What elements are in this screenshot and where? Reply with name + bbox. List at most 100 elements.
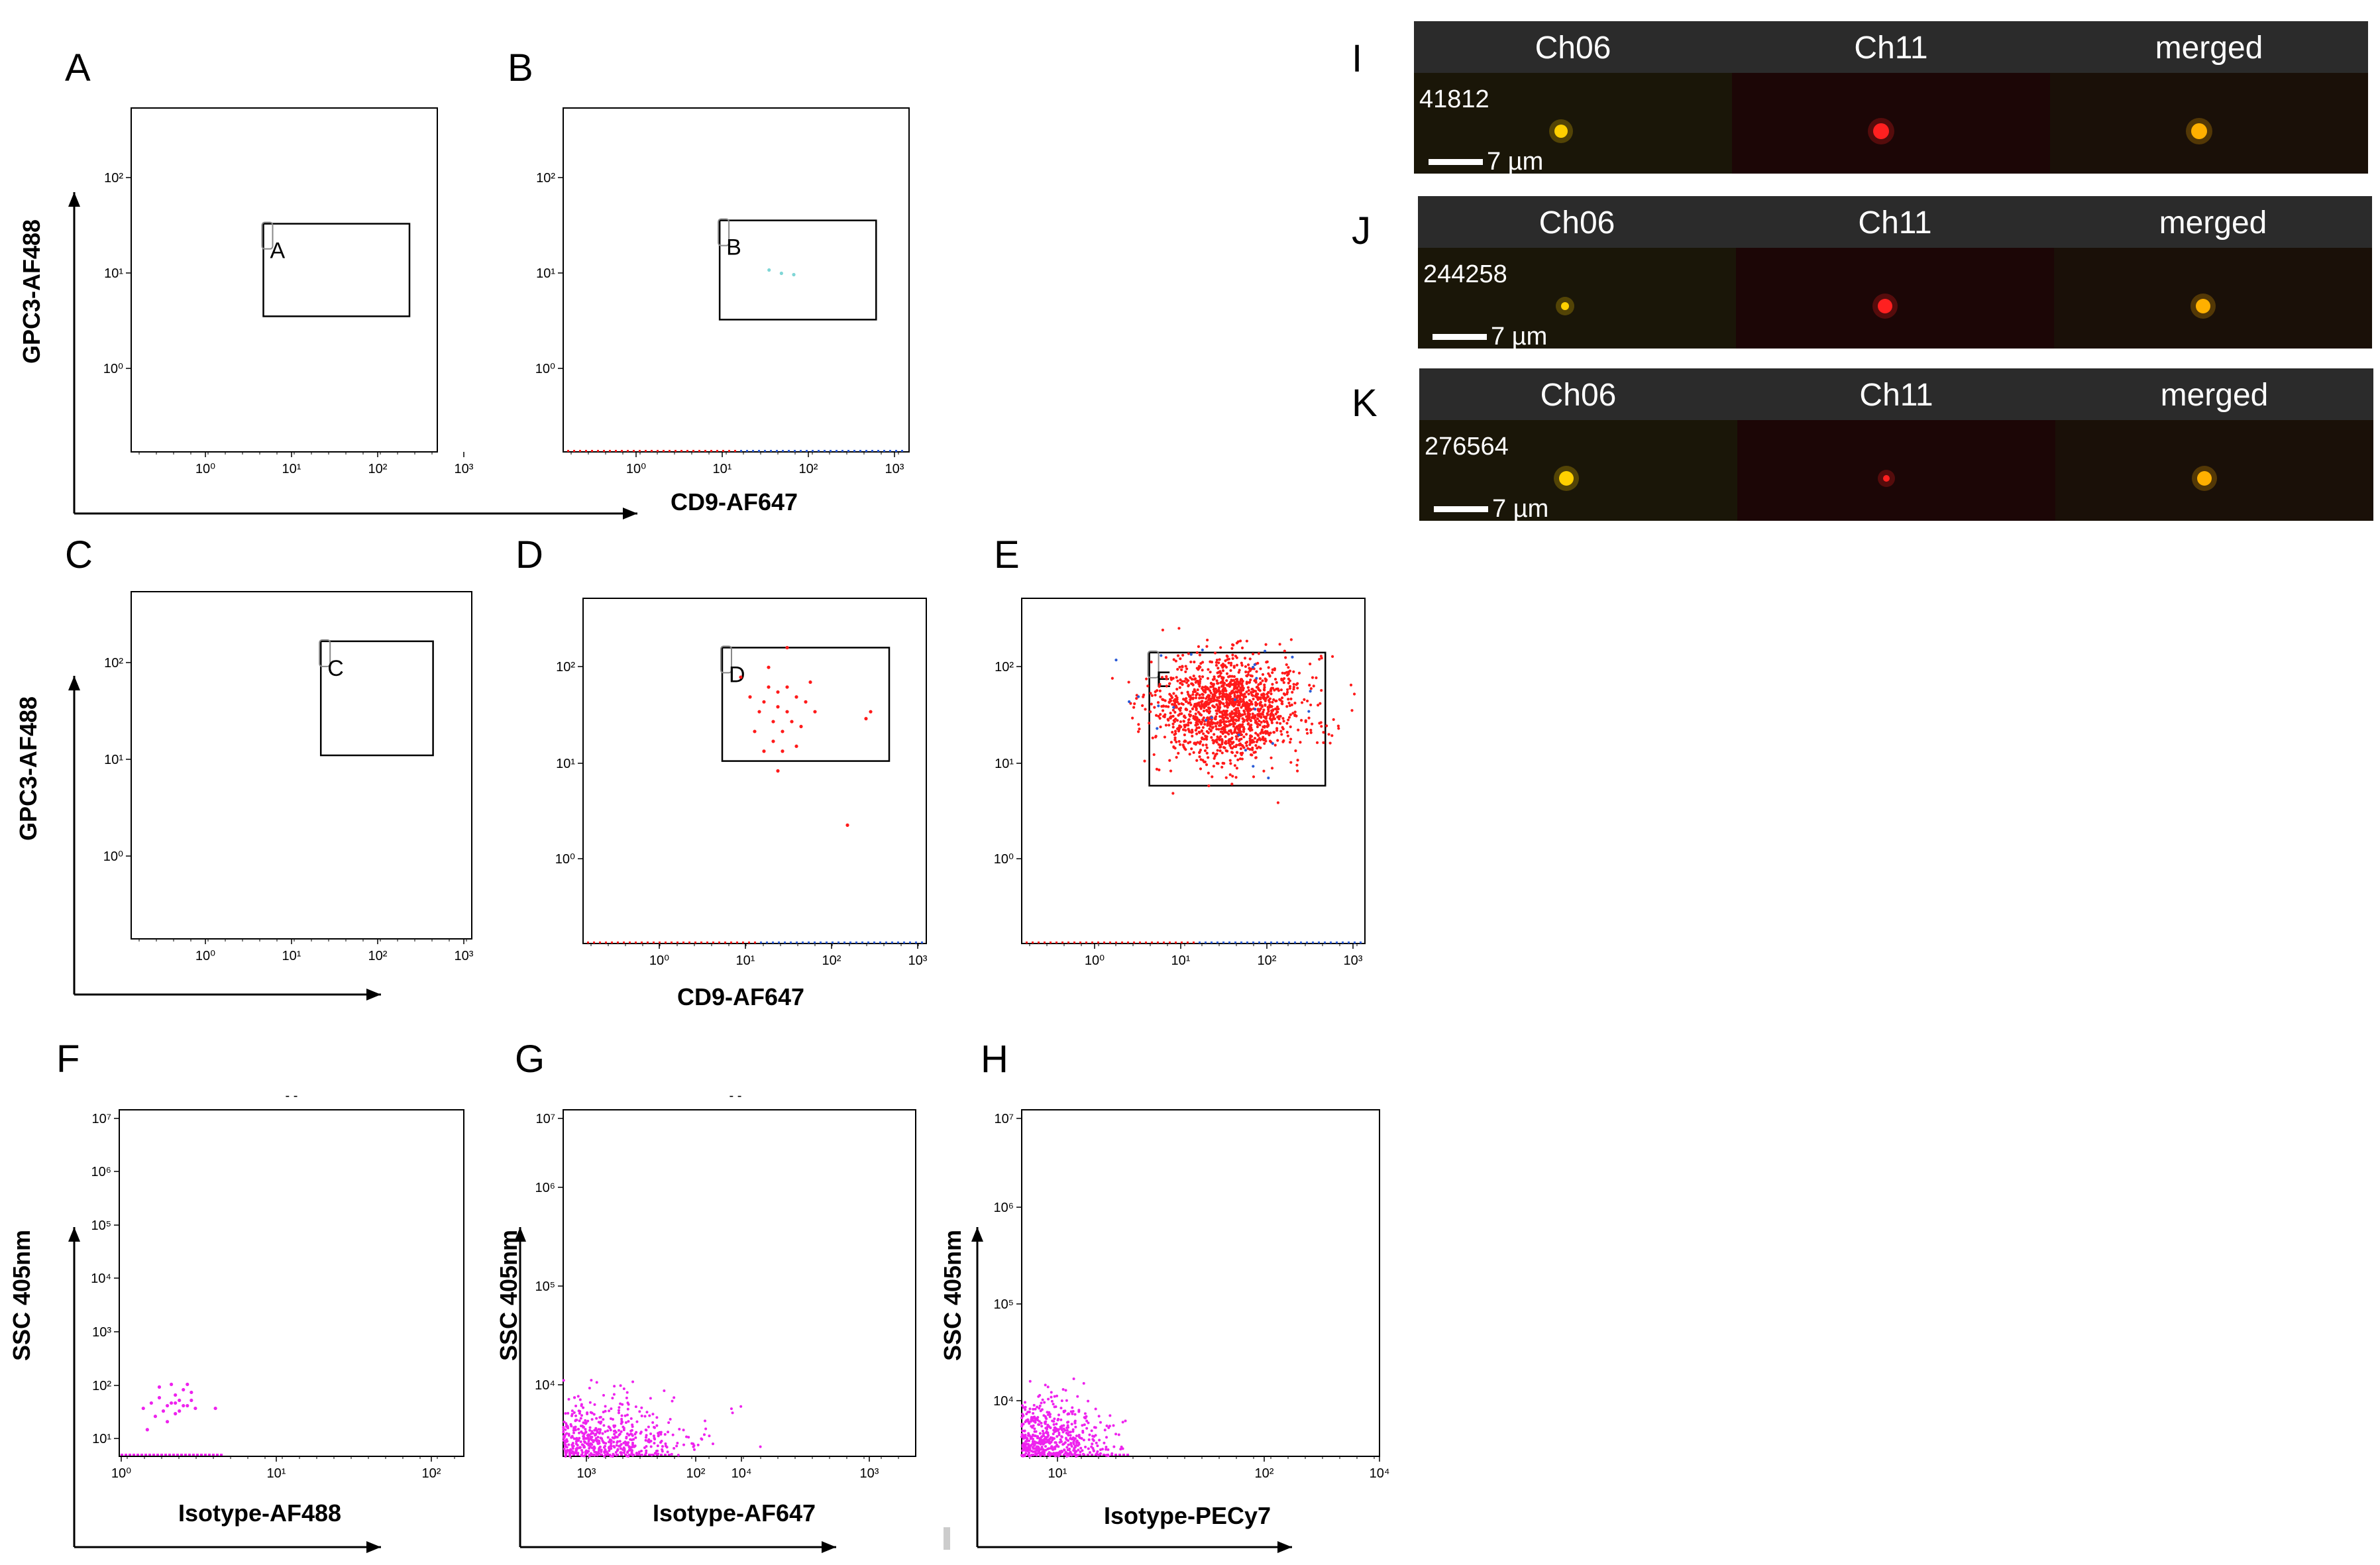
event-point (1244, 665, 1248, 669)
event-point (1204, 686, 1207, 690)
y-axis-title: SSC 405nm (939, 1230, 966, 1361)
image-header-bar (1414, 21, 2368, 73)
x-axis-title: CD9-AF647 (677, 983, 804, 1010)
event-point (767, 685, 771, 689)
event-point (1251, 652, 1255, 656)
event-point (1071, 1410, 1075, 1413)
event-point (648, 1414, 651, 1417)
event-point (1195, 694, 1198, 697)
event-point (1281, 671, 1284, 675)
panel-label: B (508, 46, 533, 89)
event-point (1336, 724, 1340, 728)
event-point (1247, 692, 1250, 696)
particle-spot (1561, 302, 1569, 310)
event-point (1251, 687, 1254, 691)
axis-rug-event (1169, 942, 1171, 944)
axis-rug-event (1079, 1454, 1081, 1456)
axis-rug-event (129, 1454, 131, 1456)
event-point (1075, 1444, 1078, 1447)
x-tick-label: 10⁰ (649, 953, 669, 968)
axis-rug-event (156, 1454, 159, 1456)
event-point (565, 1446, 568, 1449)
event-point (594, 1427, 598, 1430)
axis-rug-event (879, 942, 881, 944)
event-point (1290, 703, 1293, 706)
event-point (174, 1401, 178, 1405)
event-point (1059, 1438, 1062, 1441)
event-point (598, 1445, 602, 1448)
event-point (567, 1411, 570, 1415)
event-point (1184, 707, 1188, 710)
event-point (1263, 688, 1266, 692)
event-point (614, 1435, 617, 1438)
event-point (1173, 698, 1177, 701)
event-point (1164, 705, 1167, 708)
event-point (1055, 1394, 1059, 1397)
axis-rug-event (1157, 942, 1159, 944)
event-point (1239, 751, 1242, 755)
event-point (1222, 720, 1226, 724)
event-point (1300, 701, 1304, 704)
event-point (1285, 688, 1289, 691)
event-point (1282, 720, 1285, 723)
event-point (1200, 729, 1203, 733)
event-point (1255, 686, 1258, 689)
event-point (1185, 724, 1188, 727)
axis-rug-event (663, 450, 665, 452)
axis-rug-event (1085, 942, 1087, 944)
event-point (1215, 728, 1218, 731)
event-point (1164, 724, 1168, 727)
event-point (565, 1440, 568, 1443)
event-point (1239, 730, 1242, 733)
event-point (614, 1451, 618, 1454)
event-point (619, 1384, 622, 1387)
axis-rug-event (641, 942, 643, 944)
event-point (1196, 741, 1199, 744)
event-point (762, 700, 766, 704)
event-point (1195, 651, 1199, 655)
axis-rug-event (1121, 942, 1123, 944)
event-point (692, 1444, 696, 1447)
event-point (1276, 801, 1280, 804)
event-point (1264, 649, 1267, 653)
event-point (1179, 657, 1182, 661)
event-point (657, 1434, 660, 1438)
particle-spot (1883, 475, 1890, 482)
event-point (767, 665, 771, 669)
event-point (1224, 692, 1228, 696)
axis-rug-event (1282, 942, 1284, 944)
axis-rug-event (730, 942, 732, 944)
event-point (1327, 733, 1330, 736)
event-point (1198, 742, 1202, 745)
event-point (1271, 671, 1274, 675)
event-point (661, 1445, 664, 1448)
event-point (588, 1446, 591, 1450)
event-point (1277, 717, 1281, 721)
y-tick-label: 10³ (92, 1325, 111, 1340)
event-point (625, 1396, 628, 1399)
axis-rug-event (740, 450, 742, 452)
event-point (1256, 717, 1260, 720)
event-point (1228, 698, 1231, 702)
event-point (610, 1447, 613, 1450)
event-point (1063, 1429, 1067, 1432)
event-point (1235, 767, 1238, 770)
event-point (1239, 724, 1242, 728)
axis-rug-event (871, 450, 873, 452)
event-point (182, 1403, 186, 1408)
event-point (1228, 692, 1232, 696)
event-point (1047, 1397, 1050, 1401)
event-point (1203, 760, 1207, 764)
event-point (1211, 693, 1215, 696)
event-point (1228, 675, 1232, 678)
event-point (588, 1387, 591, 1390)
event-point (626, 1407, 629, 1411)
event-point (1108, 1425, 1111, 1428)
event-point (1034, 1419, 1037, 1422)
event-point (1278, 698, 1281, 701)
event-point (1289, 697, 1293, 700)
axis-rug-event (1039, 1454, 1042, 1456)
event-point (1171, 726, 1175, 729)
event-point (1234, 709, 1238, 713)
event-point (1067, 1421, 1070, 1424)
